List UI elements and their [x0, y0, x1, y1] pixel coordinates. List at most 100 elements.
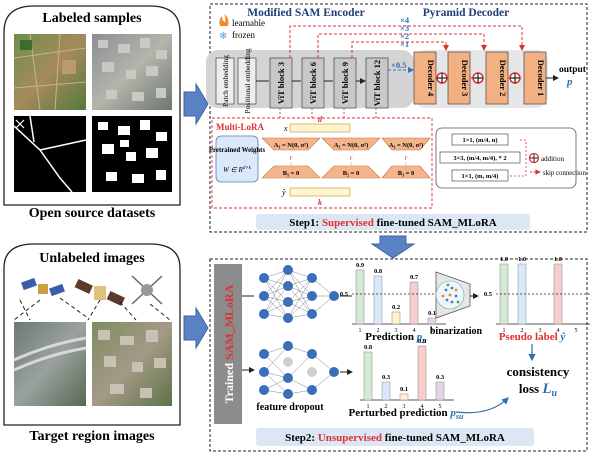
- svg-text:k: k: [318, 198, 322, 207]
- lora-b2: B₂ = 0: [321, 165, 381, 179]
- open-source-datasets-caption: Open source datasets: [29, 206, 156, 221]
- flow-arrow-step1: [183, 82, 209, 126]
- svg-text:ViT block 6: ViT block 6: [308, 62, 318, 104]
- value-label-prediction-4: 0.7: [410, 274, 419, 281]
- step1-panel: Modified SAM Encoder Pyramid Decoder lea…: [206, 3, 588, 233]
- bar-perturbed_prediction-3: [399, 393, 409, 401]
- pretrained-weights-text: Pretrained Weights: [209, 147, 266, 154]
- step1-label: Step1: Supervised fine-tuned SAM_MLoRA: [289, 217, 497, 229]
- decoder-1: Decoder 1: [523, 51, 547, 105]
- tick-label-perturbed_prediction-5: 5: [439, 404, 442, 410]
- lora-a2: A₂ = N(0, σ²): [321, 137, 381, 151]
- svg-text:x: x: [283, 124, 288, 133]
- bar-prediction-1: [355, 269, 365, 325]
- tick-label-pseudo_label-3: 3: [539, 328, 542, 334]
- svg-text:B₃ = 0: B₃ = 0: [398, 170, 415, 177]
- bar-prediction-4: [409, 281, 419, 325]
- vit-block-6: ViT block 6: [301, 57, 325, 109]
- legend-skip-connection: skip connection: [543, 170, 586, 177]
- svg-text:B₂ = 0: B₂ = 0: [343, 170, 360, 177]
- feature-dropout-label: feature dropout: [256, 402, 324, 413]
- target-region-images-caption: Target region images: [29, 429, 155, 444]
- prediction-label: Prediction pu: [365, 331, 427, 345]
- svg-text:B₁ = 0: B₁ = 0: [283, 170, 300, 177]
- scale-label-x1: ×1: [400, 39, 409, 49]
- lora-b3: B₃ = 0: [381, 165, 431, 179]
- value-label-pseudo_label-2: 1.0: [518, 256, 526, 263]
- tick-label-pseudo_label-2: 2: [521, 328, 524, 334]
- network-graph-dropout: [259, 341, 339, 399]
- trained-model-label: Trained SAM_MLoRA: [222, 284, 236, 403]
- patch-embedding-box: [215, 57, 235, 105]
- svg-text:r: r: [290, 154, 293, 162]
- conv-row-2: 3×3, (m/4, m/4), * 2: [453, 155, 506, 162]
- svg-text:W ∈ Rd×k: W ∈ Rd×k: [223, 166, 252, 174]
- svg-text:ViT block 12: ViT block 12: [372, 60, 382, 106]
- svg-text:Patch embedding: Patch embedding: [221, 55, 230, 107]
- addition-node-3: [509, 72, 521, 84]
- output-label: output: [559, 65, 587, 75]
- svg-text:r: r: [405, 154, 408, 162]
- tick-label-prediction-1: 1: [359, 328, 362, 334]
- input-x-bar: [289, 123, 351, 133]
- legend-frozen: frozen: [232, 30, 255, 40]
- svg-text:A₂ = N(0, σ²): A₂ = N(0, σ²): [334, 142, 369, 149]
- svg-text:ViT block 9: ViT block 9: [340, 62, 350, 104]
- trained-model-bar: [214, 264, 242, 424]
- output-yhat-bar: [289, 187, 351, 197]
- value-label-pseudo_label-4: 1.0: [554, 256, 562, 263]
- svg-text:Decoder 4: Decoder 4: [426, 60, 436, 97]
- bar-perturbed_prediction-2: [381, 381, 391, 401]
- decoder-2: Decoder 2: [485, 51, 509, 105]
- perturbed-prediction-label: Perturbed prediction psu: [349, 407, 464, 421]
- tick-label-perturbed_prediction-4: 4: [421, 404, 424, 410]
- threshold-label-prediction: 0.5: [340, 291, 349, 298]
- vit-block-3: ViT block 3: [269, 57, 293, 109]
- tick-label-perturbed_prediction-2: 2: [385, 404, 388, 410]
- step2-label: Step2: Unsupervised fine-tuned SAM_MLoRA: [285, 432, 505, 444]
- value-label-perturbed_prediction-4: 0.9: [418, 338, 427, 345]
- value-label-perturbed_prediction-3: 0.1: [400, 386, 408, 393]
- decoder-title: Pyramid Decoder: [423, 7, 510, 19]
- threshold-label-pseudo_label: 0.5: [484, 291, 493, 298]
- value-label-prediction-5: 0.1: [428, 310, 436, 317]
- value-label-perturbed_prediction-1: 0.8: [364, 344, 373, 351]
- satellite-icon-1: [21, 277, 65, 297]
- scale-label-x3: ×3: [400, 23, 409, 33]
- scale-label-x4: ×4: [400, 15, 410, 25]
- svg-text:ViT block 3: ViT block 3: [276, 62, 286, 104]
- svg-text:A₁ = N(0, σ²): A₁ = N(0, σ²): [274, 142, 309, 149]
- network-graph-upper: [259, 265, 339, 323]
- value-label-perturbed_prediction-5: 0.3: [436, 374, 445, 381]
- value-label-prediction-2: 0.8: [374, 268, 383, 275]
- bar-prediction-2: [373, 275, 383, 325]
- bar-prediction-5: [427, 317, 437, 325]
- snowflake-icon: ❄: [219, 31, 227, 42]
- tick-label-perturbed_prediction-3: 3: [403, 404, 406, 410]
- scale-label-x2: ×2: [400, 31, 409, 41]
- bar-perturbed_prediction-4: [417, 345, 427, 401]
- multi-lora-title: Multi-LoRA: [216, 122, 264, 132]
- bar-perturbed_prediction-1: [363, 351, 373, 401]
- svg-text:Decoder 1: Decoder 1: [536, 60, 546, 96]
- output-symbol: p: [566, 76, 573, 88]
- legend-addition: addition: [541, 155, 564, 163]
- vit-block-9: ViT block 9: [333, 57, 357, 109]
- value-label-pseudo_label-1: 1.0: [500, 256, 508, 263]
- svg-text:d: d: [318, 115, 323, 124]
- sample-mask-roads: [14, 116, 86, 192]
- encoder-title: Modified SAM Encoder: [247, 7, 365, 19]
- tick-label-prediction-4: 4: [413, 328, 416, 334]
- perturbed-prediction-chart: 0.8 1 0.3 2 0.1 3 0.9 4 0.3 5: [360, 338, 454, 410]
- svg-text:r: r: [350, 154, 353, 162]
- legend-learnable: learnable: [232, 18, 265, 28]
- prediction-chart: 0.9 1 0.8 2 0.2 3 0.7 4 0.1 5 0.5: [340, 262, 446, 334]
- lora-a1: A₁ = N(0, σ²): [261, 137, 321, 151]
- binarization-funnel: [435, 271, 471, 319]
- lora-b1: B₁ = 0: [261, 165, 321, 179]
- step2-panel: Trained SAM_MLoRA: [209, 256, 590, 452]
- conv-row-1: 1×1, (m/4, n): [462, 137, 497, 144]
- flow-arrow-step2: [183, 306, 209, 350]
- tick-label-prediction-5: 5: [431, 328, 434, 334]
- svg-text:Decoder 3: Decoder 3: [460, 60, 470, 96]
